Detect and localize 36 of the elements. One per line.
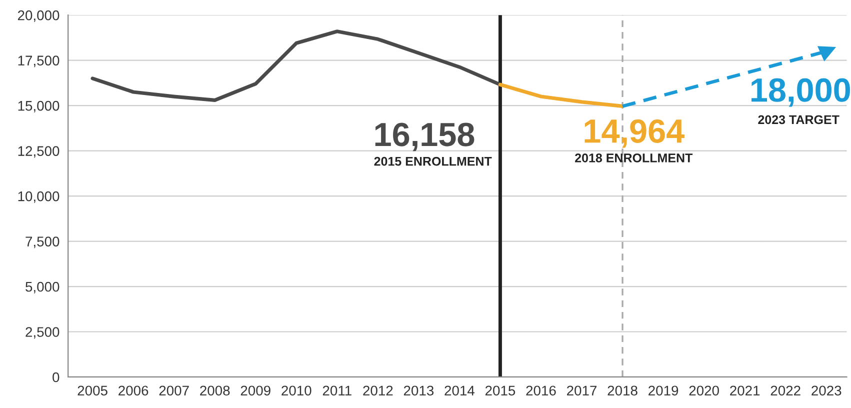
- annotation: 2015 ENROLLMENT: [374, 156, 492, 166]
- data-label: 16,158: [375, 122, 474, 152]
- x-tick-label: 2012: [363, 386, 393, 396]
- data-label: 18,000: [752, 78, 850, 107]
- y-tick-label: 15,000: [18, 100, 60, 112]
- line-series: [90, 30, 502, 102]
- x-tick-label: 2005: [78, 386, 108, 396]
- x-tick-label: 2008: [200, 386, 230, 396]
- y-tick-label: 0: [52, 372, 60, 382]
- x-tick-label: 2007: [159, 386, 189, 396]
- y-tick-label: 17,500: [18, 56, 60, 68]
- y-tick-label: 5,000: [26, 282, 60, 294]
- annotation: 2023 TARGET: [758, 115, 840, 124]
- x-tick-label: 2016: [526, 386, 556, 396]
- x-tick-label: 2013: [404, 386, 434, 396]
- x-tick-label: 2009: [240, 386, 270, 396]
- annotation: 2018 ENROLLMENT: [575, 154, 693, 162]
- line-series: [498, 82, 624, 108]
- x-tick-label: 2020: [689, 386, 719, 396]
- x-tick-label: 2017: [567, 386, 597, 396]
- x-tick-label: 2014: [444, 386, 474, 396]
- x-tick-label: 2010: [282, 386, 312, 396]
- data-label: 14,964: [584, 119, 684, 148]
- y-tick-label: 12,500: [18, 146, 60, 158]
- x-tick-label: 2006: [118, 386, 148, 396]
- x-tick-label: 2023: [812, 386, 842, 396]
- y-tick-label: 2,500: [26, 327, 60, 339]
- x-tick-label: 2015: [485, 386, 516, 396]
- x-tick-label: 2018: [608, 386, 638, 396]
- y-tick-label: 10,000: [18, 191, 60, 203]
- y-tick-label: 7,500: [26, 236, 60, 248]
- x-tick-label: 2021: [730, 386, 760, 396]
- y-tick-label: 20,000: [18, 10, 60, 22]
- x-tick-label: 2019: [648, 386, 678, 396]
- x-tick-label: 2011: [322, 386, 352, 396]
- x-tick-label: 2022: [770, 386, 800, 396]
